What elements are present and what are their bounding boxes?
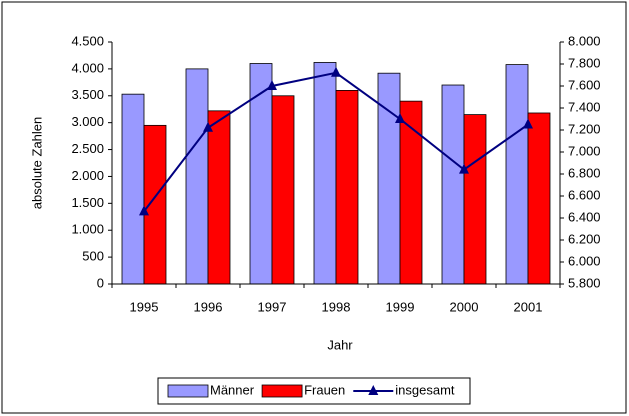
- y2-tick-label: 6.200: [568, 231, 601, 246]
- bar: [185, 68, 209, 285]
- legend-swatch: [167, 384, 209, 398]
- bar: [505, 64, 529, 285]
- y-tick-label: 2.500: [71, 141, 104, 156]
- y2-tick-label: 6.000: [568, 253, 601, 268]
- line-marker: [139, 205, 149, 216]
- bar: [527, 112, 551, 285]
- y2-tick-label: 7.000: [568, 143, 601, 158]
- y2-tick-label: 8.000: [568, 33, 601, 48]
- y-tick-label: 3.500: [71, 87, 104, 102]
- legend-label: insgesamt: [395, 382, 455, 397]
- y-axis-title: absolute Zahlen: [29, 117, 44, 210]
- y-tick-label: 500: [82, 249, 104, 264]
- line-marker: [203, 121, 213, 132]
- x-tick-label: 2000: [450, 299, 479, 314]
- line-marker: [523, 118, 533, 129]
- y2-tick-label: 6.800: [568, 165, 601, 180]
- y2-tick-label: 6.600: [568, 187, 601, 202]
- y2-tick-label: 7.800: [568, 55, 601, 70]
- bar: [207, 110, 231, 285]
- x-tick-label: 1997: [258, 299, 287, 314]
- legend-swatch: [261, 384, 303, 398]
- y-tick-label: 0: [97, 275, 104, 290]
- line-marker: [331, 66, 341, 77]
- x-tick-label: 1998: [322, 299, 351, 314]
- bar: [271, 95, 295, 285]
- bar: [335, 90, 359, 285]
- bar: [249, 63, 273, 285]
- legend-label: Männer: [210, 382, 255, 397]
- y-tick-label: 4.000: [71, 60, 104, 75]
- y2-tick-label: 6.400: [568, 209, 601, 224]
- x-tick-label: 1995: [130, 299, 159, 314]
- x-tick-label: 2001: [514, 299, 543, 314]
- y-tick-label: 4.500: [71, 33, 104, 48]
- y2-tick-label: 7.600: [568, 77, 601, 92]
- line-marker: [459, 163, 469, 174]
- y-tick-label: 1.000: [71, 222, 104, 237]
- y-tick-label: 3.000: [71, 114, 104, 129]
- legend-box: [157, 377, 471, 405]
- x-axis-title: Jahr: [327, 337, 353, 352]
- bar: [143, 124, 167, 285]
- y2-tick-label: 7.400: [568, 99, 601, 114]
- legend-marker: [368, 385, 379, 395]
- bar: [313, 62, 337, 285]
- y-tick-label: 2.000: [71, 168, 104, 183]
- y2-tick-label: 5.800: [568, 275, 601, 290]
- bar: [441, 84, 465, 285]
- bar: [463, 114, 487, 285]
- y2-tick-label: 7.200: [568, 121, 601, 136]
- line-marker: [395, 113, 405, 123]
- legend-label: Frauen: [304, 382, 345, 397]
- x-tick-label: 1996: [194, 299, 223, 314]
- line-marker: [267, 80, 277, 90]
- y-tick-label: 1.500: [71, 195, 104, 210]
- bar: [121, 93, 145, 285]
- x-tick-label: 1999: [386, 299, 415, 314]
